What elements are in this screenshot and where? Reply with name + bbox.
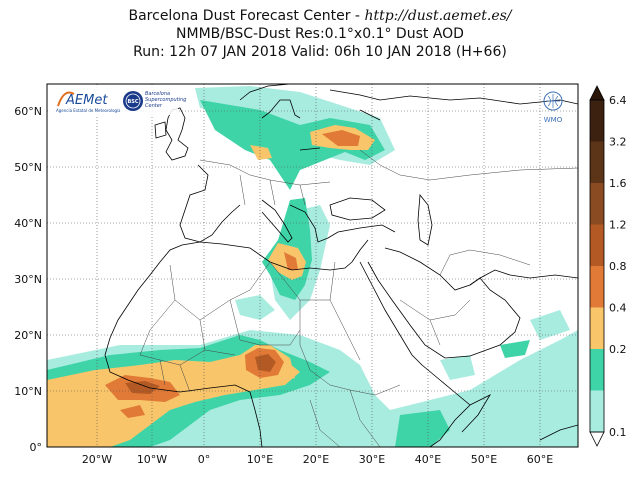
aemet-logo: AEMet Agencia Estatal de Meteorología: [50, 87, 121, 115]
colorbar-swatch: [590, 390, 604, 432]
map-area: [47, 84, 578, 447]
colorbar-swatch: [590, 349, 604, 391]
bsc-logo-subtext-3: Center: [145, 103, 163, 109]
lat-label: 0°: [30, 441, 43, 454]
bsc-logo-subtext-1: Barcelona: [145, 91, 170, 97]
bsc-logo: BSC Barcelona Supercomputing Center: [120, 87, 186, 115]
lon-label: 60°E: [527, 453, 553, 466]
longitude-labels: 20°W 10°W 0° 10°E 20°E 30°E 40°E 50°E 60…: [82, 453, 553, 466]
lon-label: 20°E: [303, 453, 329, 466]
colorbar-bottom-arrow: [589, 431, 605, 447]
map-frame: [46, 83, 579, 448]
lon-label: 30°E: [359, 453, 385, 466]
graticule: [47, 84, 578, 447]
colorbar-frame: [589, 99, 605, 433]
colorbar-swatch: [590, 266, 604, 308]
colorbar-label: 1.6: [609, 177, 627, 190]
dust-layer-very-high: [125, 354, 276, 394]
colorbar-swatch: [590, 307, 604, 349]
aemet-logo-subtext: Agencia Estatal de Meteorología: [56, 108, 121, 113]
bsc-logo-subtext-2: Supercomputing: [145, 97, 186, 103]
colorbar-label: 0.4: [609, 302, 627, 315]
colorbar-swatch: [590, 141, 604, 183]
country-borders: [139, 149, 578, 447]
bsc-logo-text: BSC: [127, 99, 138, 105]
colorbar-swatch: [590, 183, 604, 225]
title-url: http://dust.aemet.es/: [364, 8, 512, 24]
colorbar-label: 0.2: [609, 343, 627, 356]
colorbar-swatch: [590, 100, 604, 142]
latitude-labels: 60°N 50°N 40°N 30°N 20°N 10°N 0°: [14, 105, 42, 454]
colorbar-swatch: [590, 224, 604, 266]
colorbar-top-arrow: [589, 85, 605, 101]
chart-title-line3: Run: 12h 07 JAN 2018 Valid: 06h 10 JAN 2…: [133, 44, 507, 60]
wmo-logo-text: WMO: [544, 116, 563, 124]
title-prefix: Barcelona Dust Forecast Center -: [128, 8, 365, 24]
colorbar-label: 1.2: [609, 219, 627, 232]
colorbar-label: 0.8: [609, 260, 627, 273]
colorbar-label: 3.2: [609, 136, 627, 149]
lat-label: 30°N: [14, 273, 42, 286]
lat-label: 40°N: [14, 217, 42, 230]
lon-label: 10°W: [137, 453, 167, 466]
lon-label: 0°: [198, 453, 211, 466]
lat-label: 50°N: [14, 161, 42, 174]
lat-label: 20°N: [14, 329, 42, 342]
colorbar-label: 6.4: [609, 94, 627, 107]
chart-title-line1: Barcelona Dust Forecast Center - http://…: [0, 7, 640, 25]
lon-label: 20°W: [82, 453, 112, 466]
wmo-logo: WMO: [543, 91, 563, 124]
lat-label: 60°N: [14, 105, 42, 118]
lat-label: 10°N: [14, 385, 42, 398]
colorbar-label: 0.1: [609, 426, 627, 439]
colorbar: 6.4 3.2 1.6 1.2 0.8 0.4 0.2 0.1: [589, 85, 627, 447]
aemet-logo-text: AEMet: [65, 93, 108, 108]
lon-label: 40°E: [415, 453, 441, 466]
lon-label: 50°E: [471, 453, 497, 466]
chart-title-line2: NMMB/BSC-Dust Res:0.1°x0.1° Dust AOD: [176, 26, 464, 42]
lon-label: 10°E: [247, 453, 273, 466]
